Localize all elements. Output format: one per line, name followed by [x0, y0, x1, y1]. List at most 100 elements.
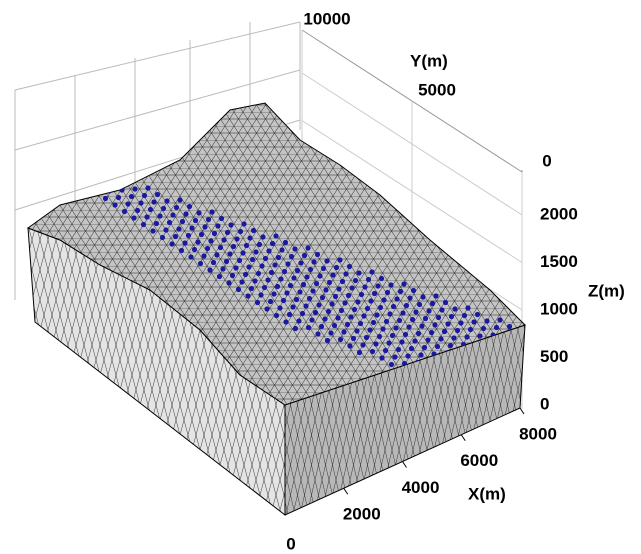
sample-point: [336, 286, 342, 292]
sample-point: [350, 335, 357, 342]
sample-point: [265, 277, 271, 283]
sample-point: [591, 411, 596, 416]
sample-point: [409, 316, 416, 323]
sample-point: [240, 250, 246, 256]
sample-point: [250, 227, 257, 234]
sample-point: [396, 317, 403, 324]
sample-point: [369, 269, 375, 275]
sample-point: [630, 408, 635, 413]
sample-point: [102, 195, 109, 202]
sample-point: [422, 315, 429, 322]
sample-point: [274, 283, 281, 290]
sample-point: [386, 340, 392, 346]
sample-point: [247, 235, 253, 241]
sample-point: [323, 287, 329, 293]
sample-point: [438, 336, 444, 342]
sample-point: [269, 240, 276, 247]
sample-point: [218, 215, 225, 222]
sample-point: [209, 209, 215, 215]
sample-point: [573, 369, 578, 374]
sample-point: [452, 306, 458, 312]
sample-point: [259, 263, 265, 269]
sample-point: [368, 298, 374, 304]
sample-point: [230, 243, 237, 250]
sample-point: [216, 273, 223, 280]
sample-point: [342, 300, 348, 306]
sample-point: [138, 200, 144, 206]
sample-point: [337, 257, 343, 263]
y-tick-label: 0: [542, 151, 551, 170]
sample-point: [530, 409, 535, 414]
sample-point: [237, 228, 244, 235]
sample-point: [408, 345, 415, 352]
sample-point: [318, 323, 325, 330]
sample-point: [330, 272, 336, 278]
sample-point: [245, 293, 251, 299]
sample-point: [267, 298, 274, 305]
x-tick-label: 4000: [402, 478, 440, 497]
sample-point: [629, 437, 634, 442]
sample-point: [182, 240, 188, 246]
sample-point: [526, 337, 531, 342]
sample-point: [119, 187, 125, 193]
z-axis-title: Z(m): [588, 281, 625, 300]
sample-point: [419, 323, 425, 329]
sample-point: [532, 351, 537, 356]
sample-point: [381, 297, 387, 303]
sample-point: [562, 421, 567, 426]
sample-point: [371, 290, 378, 297]
sample-point: [285, 261, 291, 267]
sample-point: [415, 330, 422, 337]
sample-point: [140, 221, 147, 228]
sample-point: [255, 270, 262, 277]
sample-point: [316, 302, 322, 308]
sample-point: [100, 174, 106, 180]
sample-point: [220, 266, 226, 272]
sample-point: [484, 318, 490, 324]
sample-point: [166, 219, 173, 226]
sample-point: [435, 314, 442, 321]
sample-point: [262, 255, 269, 262]
sample-point: [604, 410, 609, 415]
sample-point: [335, 315, 341, 321]
sample-point: [351, 306, 358, 313]
sample-point: [390, 303, 397, 310]
sample-point: [246, 264, 252, 270]
sample-point: [464, 334, 470, 340]
sample-point: [201, 253, 207, 259]
sample-point: [179, 218, 186, 225]
sample-point: [283, 319, 289, 325]
sample-point: [293, 296, 300, 303]
sample-point: [198, 231, 205, 238]
sample-point: [249, 256, 256, 263]
sample-point: [384, 289, 391, 296]
sample-point: [286, 311, 293, 318]
sample-point: [607, 432, 612, 437]
sample-point: [578, 412, 583, 417]
sample-point: [87, 175, 93, 181]
sample-point: [280, 297, 287, 304]
sample-point: [333, 264, 340, 271]
z-tick-label: 1000: [540, 299, 578, 318]
sample-point: [296, 318, 302, 324]
x-tick: [460, 434, 466, 442]
sample-point: [227, 251, 233, 257]
sample-point: [298, 260, 304, 266]
sample-point: [387, 311, 393, 317]
sample-point: [172, 233, 179, 240]
sample-point: [176, 226, 182, 232]
sample-point: [341, 329, 347, 335]
sample-point: [233, 265, 239, 271]
sample-point: [539, 415, 544, 420]
sample-point: [534, 372, 539, 377]
sample-point: [447, 342, 454, 349]
sample-point: [281, 268, 288, 275]
sample-point: [273, 312, 280, 319]
sample-point: [144, 214, 150, 220]
sample-point: [329, 301, 335, 307]
sample-point: [471, 319, 477, 325]
sample-point: [160, 205, 167, 212]
sample-point: [406, 324, 412, 330]
sample-point: [210, 259, 217, 266]
